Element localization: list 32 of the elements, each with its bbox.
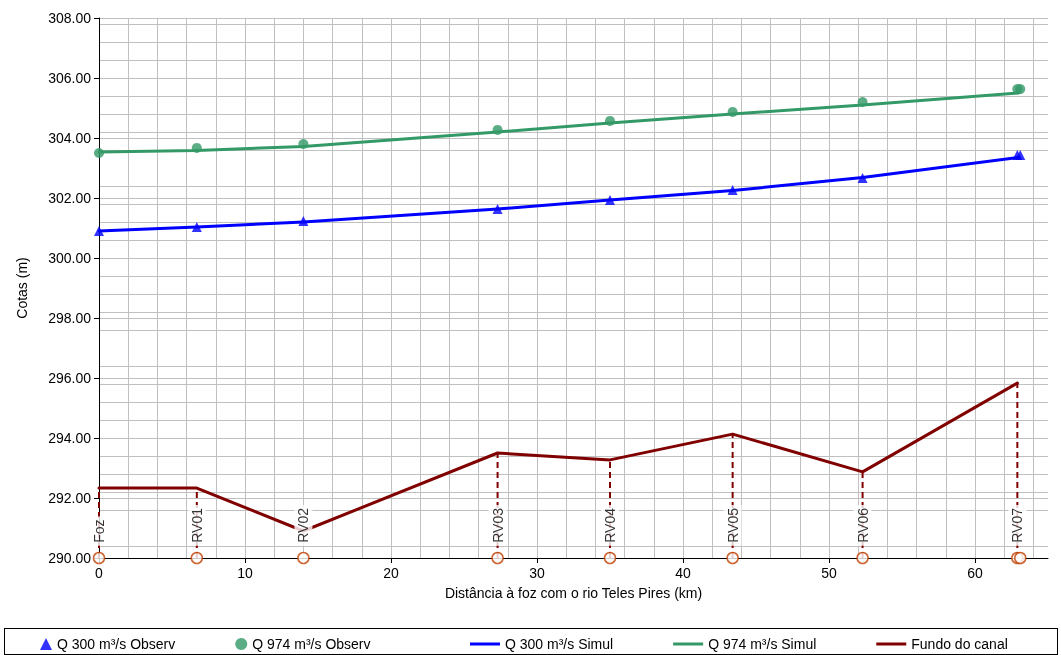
y-tick-label: 294.00	[48, 430, 92, 446]
y-tick-label: 300.00	[48, 250, 92, 266]
legend-label: Q 974 m³/s Observ	[252, 636, 371, 652]
data-label: RV05	[724, 507, 741, 543]
data-label: RV02	[295, 507, 312, 543]
data-label: RV04	[602, 507, 618, 543]
x-tick-label: 20	[383, 565, 399, 581]
y-tick-label: 304.00	[48, 130, 92, 146]
x-tick-label: 50	[821, 565, 837, 581]
y-axis-title: Cotas (m)	[14, 257, 30, 319]
data-label: RV01	[188, 507, 205, 543]
y-tick-label: 292.00	[48, 490, 92, 506]
y-tick-label: 298.00	[48, 310, 92, 326]
data-label: Foz	[91, 519, 107, 543]
y-tick-label: 306.00	[48, 70, 92, 86]
x-tick-label: 40	[675, 565, 691, 581]
y-tick-label: 308.00	[48, 10, 92, 26]
legend-label: Fundo do canal	[911, 636, 1008, 652]
y-tick-label: 302.00	[48, 190, 92, 206]
x-tick-label: 60	[967, 565, 983, 581]
x-tick-label: 30	[529, 565, 545, 581]
legend-label: Q 300 m³/s Simul	[505, 636, 614, 652]
y-tick-label: 296.00	[48, 370, 92, 386]
legend-label: Q 300 m³/s Observ	[57, 636, 176, 652]
y-tick-label: 290.00	[48, 550, 92, 566]
legend-label: Q 974 m³/s Simul	[708, 636, 817, 652]
x-axis-title: Distância à foz com o rio Teles Pires (km)	[444, 585, 703, 601]
data-label: RV06	[854, 507, 871, 543]
x-tick-label: 0	[95, 565, 104, 581]
x-tick-label: 10	[237, 565, 253, 581]
data-label: RV07	[1009, 507, 1026, 543]
data-label: RV03	[489, 507, 506, 543]
